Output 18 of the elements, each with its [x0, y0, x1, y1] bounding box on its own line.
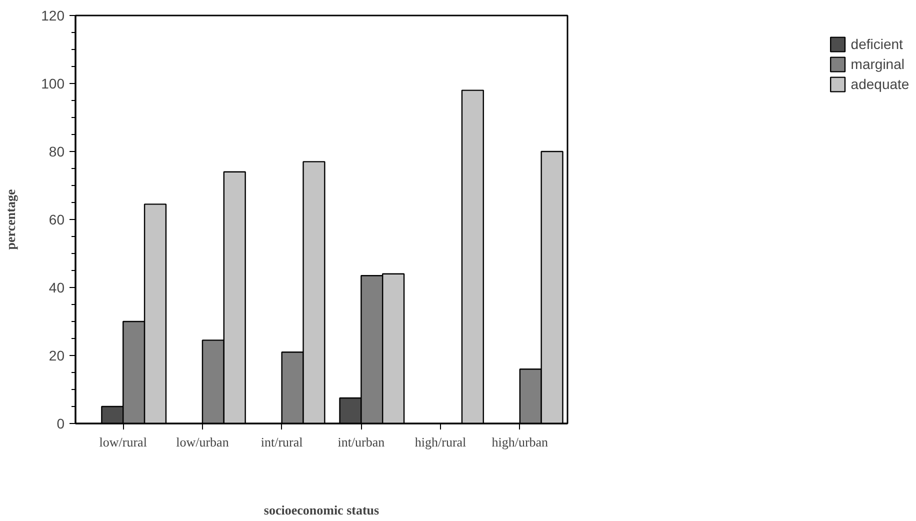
x-tick-label: high/urban: [492, 434, 549, 450]
legend-label: adequate: [850, 76, 910, 92]
y-tick-label: 100: [41, 76, 65, 92]
y-tick-label: 80: [48, 144, 65, 160]
legend-label: deficient: [850, 36, 903, 52]
x-tick-label: low/rural: [99, 434, 148, 450]
x-tick-label: high/rural: [414, 434, 467, 450]
y-tick-label: 0: [56, 416, 65, 432]
x-tick-label: int/urban: [338, 434, 386, 450]
y-tick-label: 40: [48, 280, 65, 296]
y-tick-label: 120: [41, 8, 65, 24]
y-tick-label: 20: [48, 348, 65, 364]
x-axis-title: socioeconomic status: [264, 502, 380, 518]
x-tick-label: low/urban: [176, 434, 230, 450]
y-axis-title: percentage: [3, 189, 18, 250]
y-tick-label: 60: [48, 212, 65, 228]
legend-label: marginal: [850, 56, 904, 72]
x-tick-label: int/rural: [260, 434, 304, 450]
